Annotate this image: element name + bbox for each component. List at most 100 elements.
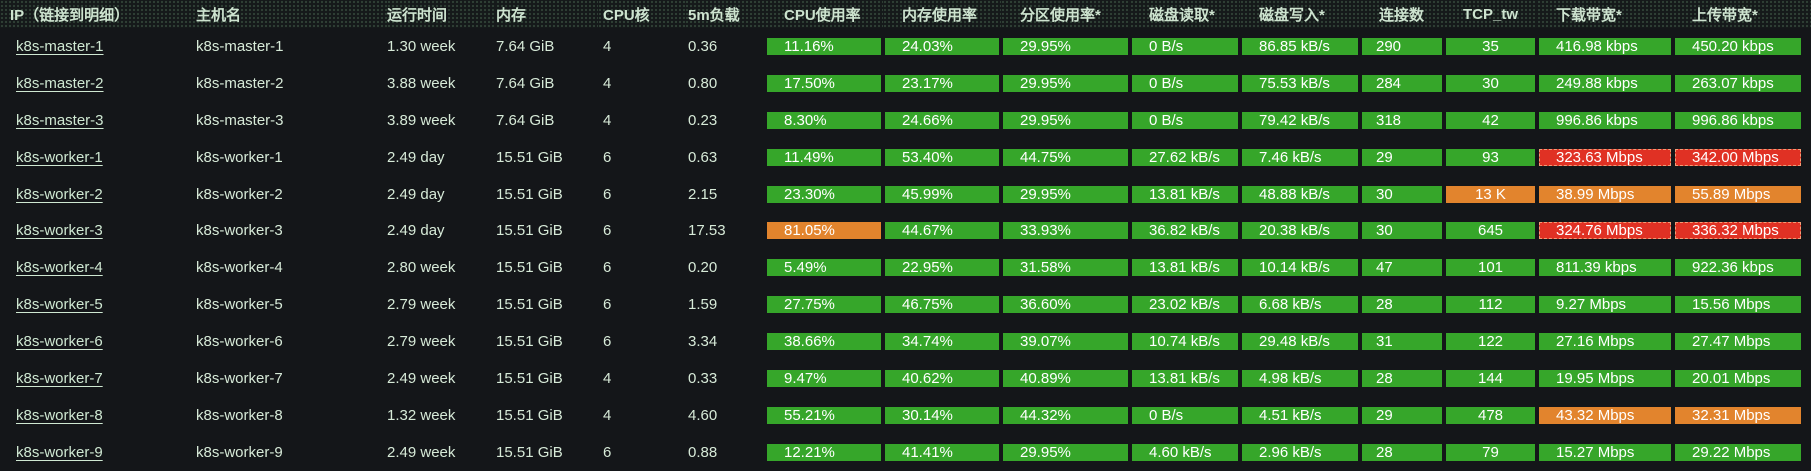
cell-load5m: 1.59 — [688, 296, 718, 314]
metric-value-tcp_tw: 101 — [1446, 259, 1535, 277]
cell-connections: 284 — [1360, 65, 1444, 102]
header-mem-usage[interactable]: 内存使用率 — [883, 0, 1001, 28]
metric-value-disk_read: 0 B/s — [1132, 37, 1238, 55]
cell-cpu_cores: 4 — [603, 37, 612, 55]
metric-value-download_bw: 249.88 kbps — [1539, 74, 1671, 92]
metric-value-cpu_usage: 23.30% — [767, 185, 881, 203]
header-partition-usage[interactable]: 分区使用率* — [1001, 0, 1130, 28]
ip-detail-link[interactable]: k8s-worker-2 — [16, 185, 103, 203]
cell-partition_usage: 44.75% — [1001, 139, 1130, 176]
header-disk-read[interactable]: 磁盘读取* — [1130, 0, 1240, 28]
ip-detail-link[interactable]: k8s-worker-5 — [16, 296, 103, 314]
metric-value-tcp_tw: 79 — [1446, 443, 1535, 461]
metric-value-upload_bw: 336.32 Mbps — [1675, 222, 1801, 240]
ip-detail-link[interactable]: k8s-worker-6 — [16, 333, 103, 351]
cell-partition_usage: 39.07% — [1001, 323, 1130, 360]
cell-ip: k8s-worker-2 — [0, 176, 196, 213]
cell-upload_bw: 32.31 Mbps — [1673, 397, 1811, 434]
cell-upload_bw: 336.32 Mbps — [1673, 212, 1811, 249]
cell-cpu_usage: 38.66% — [765, 323, 883, 360]
metric-value-disk_read: 13.81 kB/s — [1132, 259, 1238, 277]
header-cpu-cores[interactable]: CPU核 — [598, 0, 685, 28]
header-upload-bw[interactable]: 上传带宽* — [1673, 0, 1811, 28]
cell-memory: 15.51 GiB — [496, 222, 563, 240]
metric-value-disk_write: 79.42 kB/s — [1242, 111, 1358, 129]
cell-ip: k8s-master-3 — [0, 102, 196, 139]
cell-disk_write: 2.96 kB/s — [1240, 434, 1360, 471]
cell-uptime: 3.89 week — [387, 111, 456, 129]
metric-value-mem_usage: 24.03% — [885, 37, 999, 55]
metric-value-mem_usage: 45.99% — [885, 185, 999, 203]
metric-value-disk_read: 4.60 kB/s — [1132, 443, 1238, 461]
metric-value-mem_usage: 53.40% — [885, 148, 999, 166]
metric-value-download_bw: 416.98 kbps — [1539, 37, 1671, 55]
metric-value-disk_write: 2.96 kB/s — [1242, 443, 1358, 461]
ip-detail-link[interactable]: k8s-worker-7 — [16, 369, 103, 387]
header-cpu-usage[interactable]: CPU使用率 — [765, 0, 883, 28]
cell-mem_usage: 53.40% — [883, 139, 1001, 176]
header-memory[interactable]: 内存 — [496, 0, 598, 28]
cell-cpu_cores: 6 — [603, 222, 612, 240]
metric-value-disk_write: 20.38 kB/s — [1242, 222, 1358, 240]
cell-disk_write: 4.98 kB/s — [1240, 360, 1360, 397]
cell-disk_read: 13.81 kB/s — [1130, 249, 1240, 286]
ip-detail-link[interactable]: k8s-master-1 — [16, 37, 104, 55]
table-row: k8s-master-1 k8s-master-1 1.30 week 7.64 Gi… — [0, 28, 1811, 65]
metric-value-disk_write: 4.98 kB/s — [1242, 369, 1358, 387]
metric-value-disk_write: 10.14 kB/s — [1242, 259, 1358, 277]
cell-cpu_cores: 6 — [603, 259, 612, 277]
ip-detail-link[interactable]: k8s-master-3 — [16, 111, 104, 129]
header-tcp-tw[interactable]: TCP_tw — [1444, 0, 1537, 28]
ip-detail-link[interactable]: k8s-worker-3 — [16, 222, 103, 240]
header-load5m[interactable]: 5m负载 — [685, 0, 765, 28]
ip-detail-link[interactable]: k8s-worker-8 — [16, 406, 103, 424]
metric-value-download_bw: 9.27 Mbps — [1539, 296, 1671, 314]
cell-connections: 30 — [1360, 176, 1444, 213]
header-disk-write[interactable]: 磁盘写入* — [1240, 0, 1360, 28]
cell-load5m: 17.53 — [688, 222, 726, 240]
cell-ip: k8s-worker-6 — [0, 323, 196, 360]
cell-partition_usage: 33.93% — [1001, 212, 1130, 249]
metric-value-download_bw: 323.63 Mbps — [1539, 148, 1671, 166]
header-ip[interactable]: IP（链接到明细） — [0, 0, 196, 28]
header-uptime[interactable]: 运行时间 — [387, 0, 496, 28]
ip-detail-link[interactable]: k8s-master-2 — [16, 74, 104, 92]
cell-load5m: 4.60 — [688, 406, 718, 424]
cell-uptime: 1.30 week — [387, 37, 456, 55]
cell-memory: 7.64 GiB — [496, 37, 555, 55]
cell-upload_bw: 450.20 kbps — [1673, 28, 1811, 65]
cell-tcp_tw: 122 — [1444, 323, 1537, 360]
cell-hostname: k8s-master-2 — [196, 74, 284, 92]
metric-value-connections: 318 — [1362, 111, 1442, 129]
cell-download_bw: 324.76 Mbps — [1537, 212, 1673, 249]
cell-connections: 290 — [1360, 28, 1444, 65]
metric-value-download_bw: 27.16 Mbps — [1539, 333, 1671, 351]
header-connections[interactable]: 连接数 — [1360, 0, 1444, 28]
ip-detail-link[interactable]: k8s-worker-4 — [16, 259, 103, 277]
cell-download_bw: 249.88 kbps — [1537, 65, 1673, 102]
cell-disk_write: 7.46 kB/s — [1240, 139, 1360, 176]
metric-value-tcp_tw: 478 — [1446, 406, 1535, 424]
metric-value-disk_write: 29.48 kB/s — [1242, 333, 1358, 351]
cell-download_bw: 27.16 Mbps — [1537, 323, 1673, 360]
metric-value-connections: 284 — [1362, 74, 1442, 92]
metric-value-disk_read: 0 B/s — [1132, 74, 1238, 92]
header-download-bw[interactable]: 下载带宽* — [1537, 0, 1673, 28]
metric-value-partition_usage: 29.95% — [1003, 111, 1128, 129]
cell-uptime: 2.79 week — [387, 333, 456, 351]
ip-detail-link[interactable]: k8s-worker-1 — [16, 148, 103, 166]
cell-download_bw: 43.32 Mbps — [1537, 397, 1673, 434]
metric-value-connections: 29 — [1362, 148, 1442, 166]
metric-value-partition_usage: 40.89% — [1003, 369, 1128, 387]
header-hostname[interactable]: 主机名 — [196, 0, 387, 28]
metric-value-cpu_usage: 27.75% — [767, 296, 881, 314]
cell-disk_read: 4.60 kB/s — [1130, 434, 1240, 471]
cell-load5m: 0.63 — [688, 148, 718, 166]
cell-cpu_usage: 81.05% — [765, 212, 883, 249]
cell-cpu_cores: 6 — [603, 185, 612, 203]
metric-value-upload_bw: 32.31 Mbps — [1675, 406, 1801, 424]
cell-tcp_tw: 42 — [1444, 102, 1537, 139]
ip-detail-link[interactable]: k8s-worker-9 — [16, 443, 103, 461]
metric-value-cpu_usage: 12.21% — [767, 443, 881, 461]
metric-value-connections: 290 — [1362, 37, 1442, 55]
